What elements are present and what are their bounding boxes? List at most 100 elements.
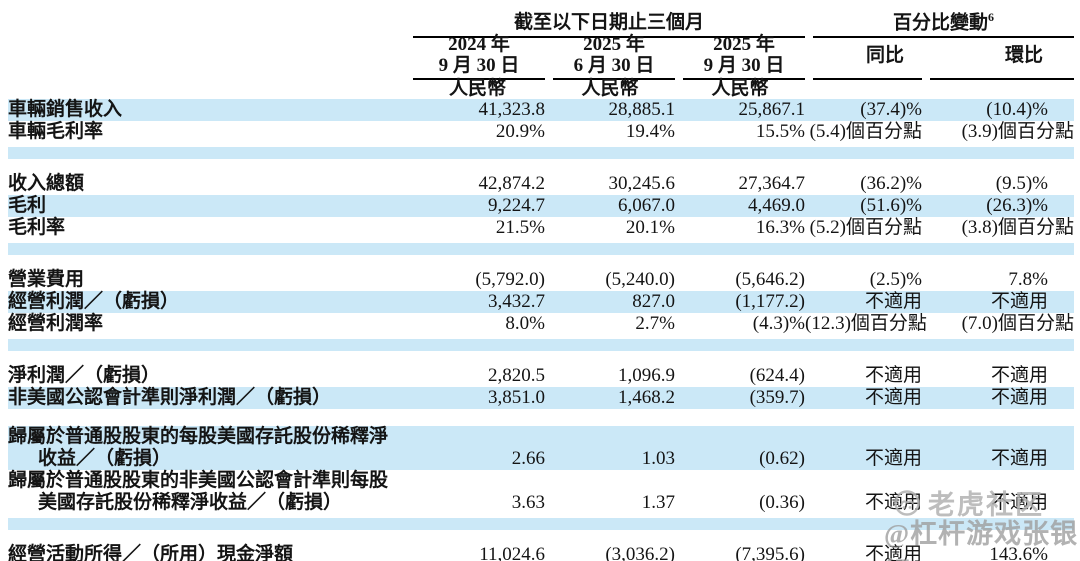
value-cell: 41,323.8: [478, 99, 546, 120]
row-label: 毛利: [8, 195, 47, 216]
change-group-header: 百分比變動6: [813, 4, 1074, 39]
value-cell: 1,468.2: [618, 387, 675, 408]
row-label: 經營活動所得／（所用）現金淨額: [8, 544, 294, 561]
value-cell: 20.1%: [625, 217, 675, 238]
value-cell: (9.5)%: [995, 173, 1048, 194]
value-cell: (359.7): [749, 387, 805, 408]
table-row: 經營利潤率 8.0% 2.7% (4.3)% (12.3)個百分點 (7.0)個百分點: [8, 313, 1074, 335]
table-row: 經營活動所得／（所用）現金淨額 11,024.6 (3,036.2) (7,395.6…: [8, 544, 1074, 561]
value-cell: 6,067.0: [618, 195, 675, 216]
column-header-2025-09-30: 2025 年 9 月 30 日: [675, 32, 805, 80]
value-cell: (3.9)個百分點: [961, 121, 1074, 142]
column-header-2025-06-30: 2025 年 6 月 30 日: [545, 32, 675, 80]
row-label: 非美國公認會計準則淨利潤／（虧損）: [8, 387, 332, 408]
row-label: 經營利潤率: [8, 313, 104, 334]
value-cell: 1.37: [641, 492, 675, 513]
value-cell: 827.0: [632, 291, 675, 312]
value-cell: (0.62): [759, 448, 805, 469]
value-cell: (5,792.0): [475, 269, 545, 290]
value-cell: 不適用: [990, 365, 1048, 386]
row-label: 經營利潤／（虧損）: [8, 291, 180, 312]
value-cell: 28,885.1: [608, 99, 676, 120]
row-label: 毛利率: [8, 217, 66, 238]
spacer-row: [8, 239, 1074, 269]
value-cell: (2.5)%: [869, 269, 922, 290]
table-row: 淨利潤／（虧損） 2,820.5 1,096.9 (624.4) 不適用 不適用: [8, 365, 1074, 387]
value-cell: (26.3)%: [986, 195, 1048, 216]
value-cell: 25,867.1: [738, 99, 806, 120]
value-cell: (12.3)個百分點: [805, 313, 927, 334]
table-row: 營業費用 (5,792.0) (5,240.0) (5,646.2) (2.5)% 7.8…: [8, 269, 1074, 291]
value-cell: 143.6%: [989, 544, 1048, 561]
value-cell: 1,096.9: [618, 365, 675, 386]
spacer-row: [8, 514, 1074, 544]
row-label: 車輛毛利率: [8, 121, 104, 142]
table-row: 非美國公認會計準則淨利潤／（虧損） 3,851.0 1,468.2 (359.7) 不適…: [8, 387, 1074, 409]
value-cell: 3.63: [511, 492, 545, 513]
row-label: 歸屬於普通股股東的非美國公認會計準則每股 美國存託股份稀釋淨收益／（虧損）: [8, 470, 389, 513]
date-line1: 2025 年: [713, 34, 775, 55]
date-line1: 2024 年: [448, 34, 510, 55]
value-cell: 4,469.0: [748, 195, 805, 216]
value-cell: (10.4)%: [986, 99, 1048, 120]
period-group-label: 截至以下日期止三個月: [513, 12, 704, 34]
column-header-qoq: 環比: [922, 32, 1074, 80]
value-cell: (0.36): [759, 492, 805, 513]
currency-spacer: [922, 78, 1074, 99]
date-line2: 9 月 30 日: [703, 55, 785, 76]
value-cell: (36.2)%: [860, 173, 922, 194]
value-cell: (37.4)%: [860, 99, 922, 120]
value-cell: 不適用: [864, 365, 922, 386]
yoy-label: 同比: [865, 44, 904, 66]
change-group-label: 百分比變動: [892, 12, 988, 34]
value-cell: (3,036.2): [605, 544, 675, 561]
value-cell: 27,364.7: [738, 173, 806, 194]
value-cell: 不適用: [990, 448, 1048, 469]
column-header-2024-09-30: 2024 年 9 月 30 日: [410, 32, 545, 80]
table-row: 經營利潤／（虧損） 3,432.7 827.0 (1,177.2) 不適用 不適用: [8, 291, 1074, 313]
value-cell: 20.9%: [495, 121, 545, 142]
spacer-band: [8, 518, 1074, 530]
value-cell: (5.4)個百分點: [809, 121, 922, 142]
value-cell: (7,395.6): [735, 544, 805, 561]
column-header-row: 2024 年 9 月 30 日 2025 年 6 月 30 日 2025 年 9…: [8, 32, 1074, 80]
value-cell: (5.2)個百分點: [809, 217, 922, 238]
value-cell: 不適用: [864, 291, 922, 312]
value-cell: 30,245.6: [608, 173, 676, 194]
table-row: 歸屬於普通股股東的每股美國存託股份稀釋淨 收益／（虧損） 2.66 1.03 (0.62…: [8, 426, 1074, 470]
value-cell: 42,874.2: [478, 173, 546, 194]
qoq-label: 環比: [1004, 44, 1043, 66]
value-cell: (51.6)%: [860, 195, 922, 216]
value-cell: 8.0%: [505, 313, 545, 334]
currency-row: 人民幣 人民幣 人民幣: [8, 78, 1074, 99]
value-cell: 11,024.6: [479, 544, 545, 561]
value-cell: (5,646.2): [735, 269, 805, 290]
table-body: 車輛銷售收入 41,323.8 28,885.1 25,867.1 (37.4)% (10…: [8, 99, 1074, 561]
row-label: 營業費用: [8, 269, 85, 290]
value-cell: 不適用: [864, 492, 922, 513]
value-cell: 21.5%: [495, 217, 545, 238]
date-line2: 6 月 30 日: [573, 55, 655, 76]
value-cell: (7.0)個百分點: [961, 313, 1074, 334]
value-cell: (5,240.0): [605, 269, 675, 290]
value-cell: (1,177.2): [735, 291, 805, 312]
value-cell: 2.66: [511, 448, 545, 469]
footnote-marker: 6: [988, 10, 994, 24]
value-cell: (3.8)個百分點: [961, 217, 1074, 238]
group-header-row: 截至以下日期止三個月 百分比變動6: [8, 4, 1074, 39]
value-cell: 19.4%: [625, 121, 675, 142]
spacer-band: [8, 339, 1074, 351]
date-line2: 9 月 30 日: [438, 55, 520, 76]
value-cell: 2,820.5: [488, 365, 545, 386]
currency-label: 人民幣: [711, 78, 769, 99]
value-cell: 3,432.7: [488, 291, 545, 312]
value-cell: (4.3)%: [752, 313, 805, 334]
row-label: 歸屬於普通股股東的每股美國存託股份稀釋淨 收益／（虧損）: [8, 426, 389, 469]
currency-spacer: [805, 78, 922, 99]
value-cell: 不適用: [990, 492, 1048, 513]
period-group-header: 截至以下日期止三個月: [413, 10, 805, 39]
currency-label: 人民幣: [581, 78, 639, 99]
currency-label: 人民幣: [448, 78, 506, 99]
value-cell: 不適用: [864, 448, 922, 469]
